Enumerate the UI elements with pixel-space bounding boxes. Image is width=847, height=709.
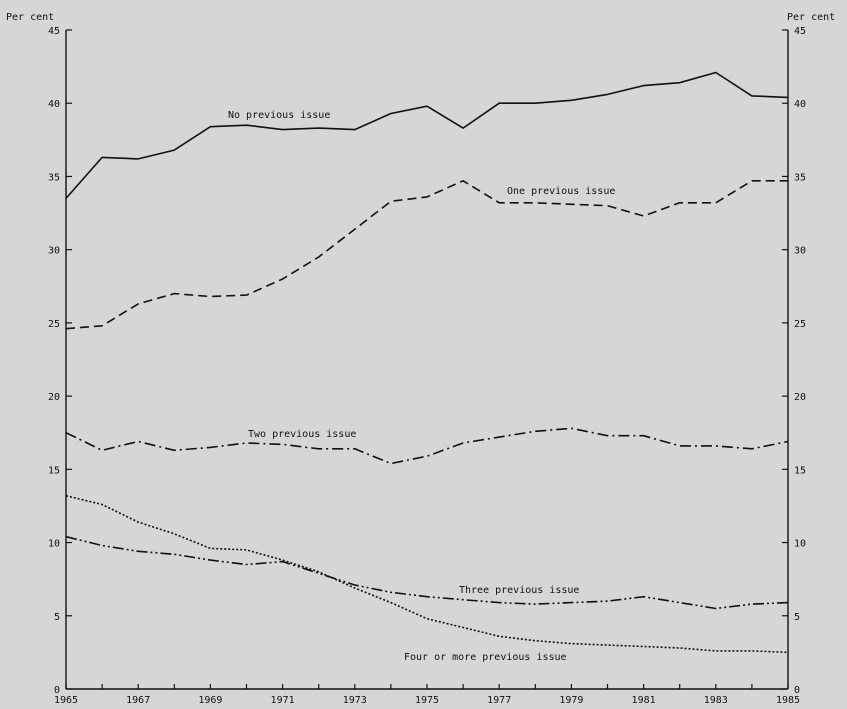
right-y-unit-label: Per cent (787, 12, 835, 23)
series-line-5 (65, 494, 789, 654)
series-label-three-previous-issue: Three previous issue (459, 585, 579, 596)
y-tick-label-right: 5 (794, 612, 800, 623)
x-tick-label: 1979 (559, 695, 583, 706)
series-line-4 (65, 535, 789, 610)
y-tick-label-right: 15 (794, 465, 806, 476)
y-tick-label-left: 45 (48, 26, 60, 37)
y-tick-label-left: 15 (48, 465, 60, 476)
series-label-one-previous-issue: One previous issue (507, 186, 615, 197)
series-label-no-previous-issue: No previous issue (228, 110, 330, 121)
y-tick-label-right: 30 (794, 246, 806, 257)
series-line-3 (65, 427, 789, 465)
y-tick-label-left: 40 (48, 99, 60, 110)
y-tick-label-right: 40 (794, 99, 806, 110)
x-tick-label: 1981 (632, 695, 656, 706)
x-tick-label: 1983 (704, 695, 728, 706)
y-tick-label-left: 0 (54, 685, 60, 696)
y-tick-label-left: 30 (48, 246, 60, 257)
y-tick-label-right: 35 (794, 172, 806, 183)
series-label-four-or-more-previous-issue: Four or more previous issue (404, 652, 567, 663)
left-y-unit-label: Per cent (6, 12, 54, 23)
y-tick-label-right: 25 (794, 319, 806, 330)
y-tick-label-right: 0 (794, 685, 800, 696)
x-tick-label: 1973 (343, 695, 367, 706)
x-axis-ticks: 1965 1967 1969 1971 1973 1975 1977 1979 1981 1983… (54, 684, 800, 706)
series-line-2 (65, 180, 788, 330)
x-tick-label: 1977 (487, 695, 511, 706)
y-tick-label-left: 5 (54, 612, 60, 623)
x-tick-label: 1975 (415, 695, 439, 706)
y-tick-label-right: 20 (794, 392, 806, 403)
series-label-two-previous-issue: Two previous issue (248, 429, 356, 440)
series-lines (65, 71, 789, 654)
x-tick-label: 1969 (198, 695, 222, 706)
y-tick-label-left: 25 (48, 319, 60, 330)
y-tick-label-left: 20 (48, 392, 60, 403)
y-tick-label-left: 35 (48, 172, 60, 183)
x-tick-label: 1965 (54, 695, 78, 706)
y-axis-ticks: 0 0 5 5 10 10 15 15 20 20 25 25 30 30 35 35 40 40 45 45 (48, 26, 806, 696)
x-tick-label: 1967 (126, 695, 150, 706)
y-tick-label-right: 10 (794, 539, 806, 550)
x-tick-label: 1985 (776, 695, 800, 706)
series-line-1 (65, 71, 789, 199)
y-tick-label-right: 45 (794, 26, 806, 37)
x-tick-label: 1971 (271, 695, 295, 706)
y-tick-label-left: 10 (48, 539, 60, 550)
